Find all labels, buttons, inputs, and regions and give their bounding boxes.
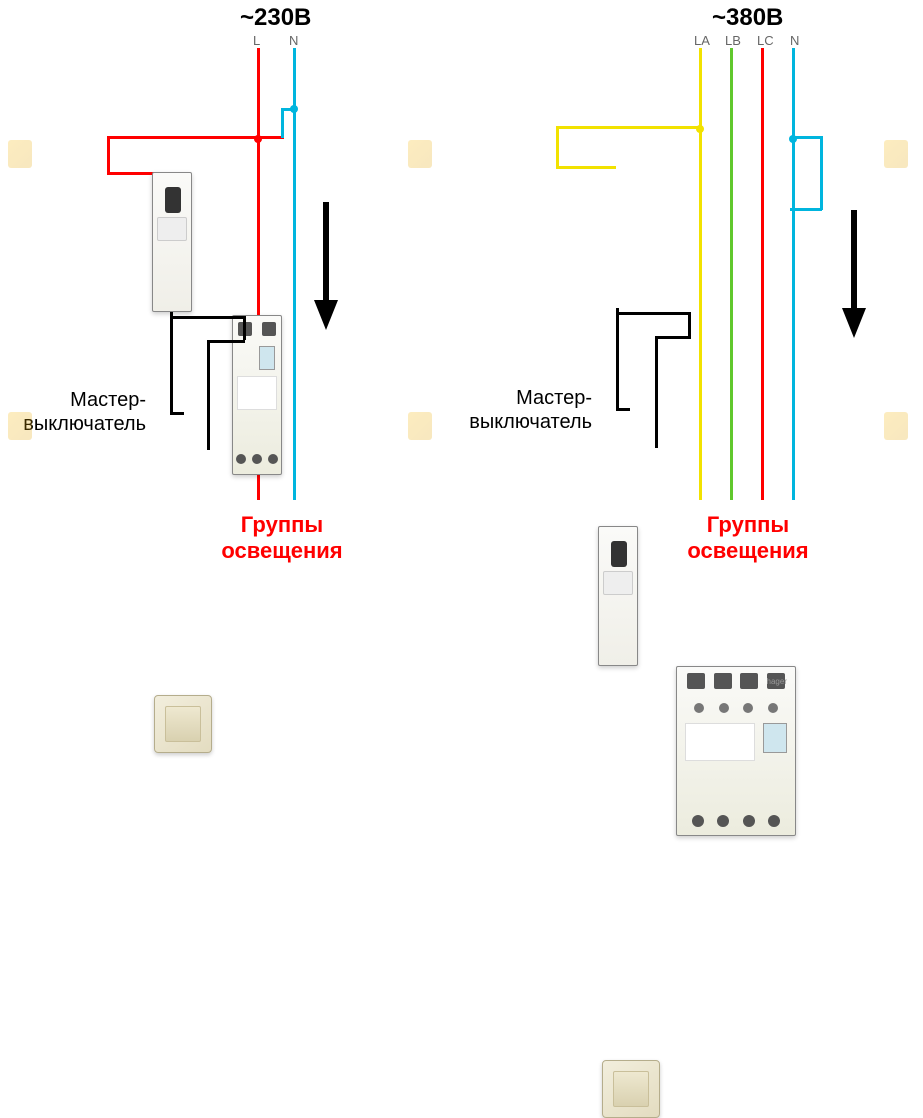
wire-ctrl-380-h1 (616, 408, 630, 411)
wire-ctrl-380-v1 (616, 308, 619, 408)
master-switch-label-380-l1: Мастер- (462, 386, 592, 410)
watermark-icon (8, 412, 32, 440)
phase-label-L: L (253, 33, 260, 48)
wire-N-loop-v (281, 110, 284, 138)
phase-label-N380: N (790, 33, 799, 48)
wire-ctrl-380-v2 (655, 336, 658, 448)
master-switch-label-230: Мастер- выключатель (16, 388, 146, 436)
wire-L-to-breaker (107, 136, 257, 139)
phase-label-N: N (289, 33, 298, 48)
arrow-head-380 (842, 308, 866, 338)
wire-ctrl-230-v2 (207, 340, 210, 450)
group-label-230-l1: Группы (202, 512, 362, 538)
voltage-label-380: ~380В (712, 4, 783, 32)
wall-switch-380 (602, 1060, 660, 1118)
arrow-head-230 (314, 300, 338, 330)
wall-switch-230 (154, 695, 212, 753)
contactor-230 (232, 315, 282, 475)
watermark-icon (408, 412, 432, 440)
group-label-230: Группы освещения (202, 512, 362, 565)
wire-N-230 (293, 48, 296, 500)
master-switch-label-230-l2: выключатель (16, 412, 146, 436)
group-label-380: Группы освещения (668, 512, 828, 565)
wire-LA (699, 48, 702, 500)
wire-ctrl-230-h2 (207, 340, 245, 343)
watermark-icon (8, 140, 32, 168)
wire-ctrl-380-v3 (688, 312, 691, 338)
wire-LA-v (556, 126, 559, 168)
wire-N380 (792, 48, 795, 500)
wire-LA-h2 (556, 166, 616, 169)
wire-N380-h (792, 136, 822, 139)
watermark-icon (884, 412, 908, 440)
circuit-breaker-230 (152, 172, 192, 312)
arrow-stem-230 (323, 202, 329, 302)
circuit-breaker-380 (598, 526, 638, 666)
group-label-380-l2: освещения (668, 538, 828, 564)
watermark-icon (884, 140, 908, 168)
wire-ctrl-380-h2 (655, 336, 691, 339)
wire-ctrl-under-breaker (170, 316, 245, 319)
wire-LA-h (556, 126, 700, 129)
wire-N380-h2 (790, 208, 822, 211)
contactor-380: hager (676, 666, 796, 836)
wire-LB (730, 48, 733, 500)
group-label-230-l2: освещения (202, 538, 362, 564)
arrow-stem-380 (851, 210, 857, 310)
junction-N-230 (290, 105, 298, 113)
wire-ctrl-230-v3 (243, 316, 246, 340)
master-switch-label-230-l1: Мастер- (16, 388, 146, 412)
wire-ctrl-230-v1 (170, 312, 173, 412)
master-switch-label-380-l2: выключатель (462, 410, 592, 434)
wire-N380-v (820, 136, 823, 210)
group-label-380-l1: Группы (668, 512, 828, 538)
wire-ctrl-under-breaker-380 (616, 312, 691, 315)
watermark-icon (408, 140, 432, 168)
wire-LC (761, 48, 764, 500)
wiring-diagram: { "left": { "voltage": "~230В", "phase_l… (0, 0, 923, 574)
phase-label-LA: LA (694, 33, 710, 48)
voltage-label-230: ~230В (240, 4, 311, 32)
wire-ctrl-230-h1 (170, 412, 184, 415)
phase-label-LB: LB (725, 33, 741, 48)
wire-L-to-breaker-v (107, 136, 110, 174)
phase-label-LC: LC (757, 33, 774, 48)
master-switch-label-380: Мастер- выключатель (462, 386, 592, 434)
